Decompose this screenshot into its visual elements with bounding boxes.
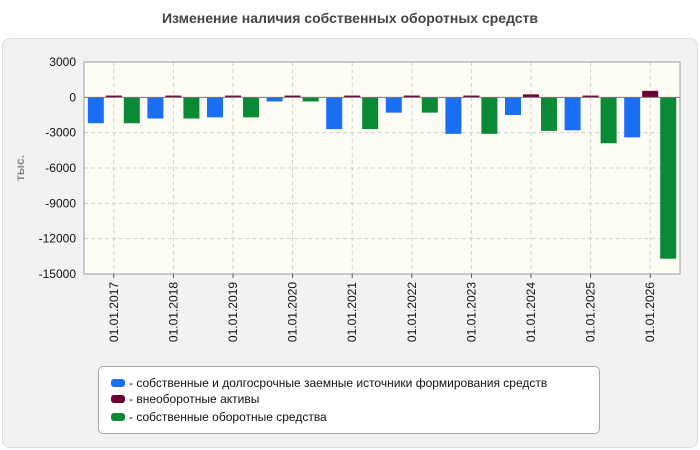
legend-swatch-noncurrent-assets xyxy=(111,395,125,403)
bar-sources xyxy=(564,97,581,131)
y-tick-label: -6000 xyxy=(45,161,76,175)
x-tick-label: 01.01.2024 xyxy=(524,282,538,342)
bar-sources xyxy=(445,97,462,134)
y-tick-label: -9000 xyxy=(45,196,76,210)
bar-working-capital xyxy=(123,97,140,124)
bar-working-capital xyxy=(243,97,259,118)
y-tick-label: 0 xyxy=(69,90,76,104)
legend-swatch-sources xyxy=(111,379,125,387)
x-tick-label: 01.01.2026 xyxy=(643,282,657,342)
bar-sources xyxy=(505,97,521,115)
bar-sources xyxy=(87,97,104,124)
bar-noncurrent-assets xyxy=(582,95,599,98)
x-tick-label: 01.01.2018 xyxy=(166,282,180,342)
bar-sources xyxy=(624,97,641,138)
x-tick-label: 01.01.2023 xyxy=(464,282,478,342)
bar-sources xyxy=(385,97,402,113)
legend-label-noncurrent-assets: - внеоборотные активы xyxy=(129,392,260,406)
bar-working-capital xyxy=(302,97,319,102)
y-tick-label: 3000 xyxy=(49,55,76,69)
bar-noncurrent-assets xyxy=(463,95,480,98)
y-tick-label: -3000 xyxy=(45,126,76,140)
bar-noncurrent-assets xyxy=(642,90,659,98)
legend-label-working-capital: - собственные оборотные средства xyxy=(129,410,327,424)
bar-working-capital xyxy=(541,97,557,131)
y-tick-label: -12000 xyxy=(39,232,77,246)
plot-frame xyxy=(83,61,681,275)
x-tick-label: 01.01.2022 xyxy=(405,282,419,342)
legend-item-sources: - собственные и долгосрочные заемные ист… xyxy=(111,375,547,391)
y-tick-label: -15000 xyxy=(39,267,77,281)
bar-noncurrent-assets xyxy=(105,95,122,98)
x-tick-label: 01.01.2025 xyxy=(584,282,598,342)
x-tick-label: 01.01.2019 xyxy=(226,282,240,342)
legend: - собственные и долгосрочные заемные ист… xyxy=(98,366,600,434)
chart-title: Изменение наличия собственных оборотных … xyxy=(161,10,539,26)
legend-swatch-working-capital xyxy=(111,413,125,421)
legend-item-noncurrent-assets: - внеоборотные активы xyxy=(111,391,259,407)
bar-working-capital xyxy=(183,97,200,119)
bar-noncurrent-assets xyxy=(165,95,182,98)
bar-working-capital xyxy=(421,97,438,113)
bar-working-capital xyxy=(481,97,498,134)
legend-label-sources: - собственные и долгосрочные заемные ист… xyxy=(129,376,548,390)
x-tick-label: 01.01.2017 xyxy=(107,282,121,342)
bar-noncurrent-assets xyxy=(523,94,539,98)
legend-item-working-capital: - собственные оборотные средства xyxy=(111,409,327,425)
bar-working-capital xyxy=(600,97,617,144)
x-tick-label: 01.01.2020 xyxy=(286,282,300,342)
bar-working-capital xyxy=(660,97,677,259)
x-tick-label: 01.01.2021 xyxy=(345,282,359,342)
bar-sources xyxy=(147,97,164,119)
bar-sources xyxy=(266,97,283,102)
bar-noncurrent-assets xyxy=(225,95,241,98)
bar-sources xyxy=(207,97,223,118)
bar-noncurrent-assets xyxy=(344,95,361,98)
y-axis-title: тыс. xyxy=(13,155,27,181)
bar-noncurrent-assets xyxy=(403,95,420,98)
bar-working-capital xyxy=(362,97,379,130)
bar-noncurrent-assets xyxy=(284,95,301,98)
bar-sources xyxy=(326,97,343,130)
